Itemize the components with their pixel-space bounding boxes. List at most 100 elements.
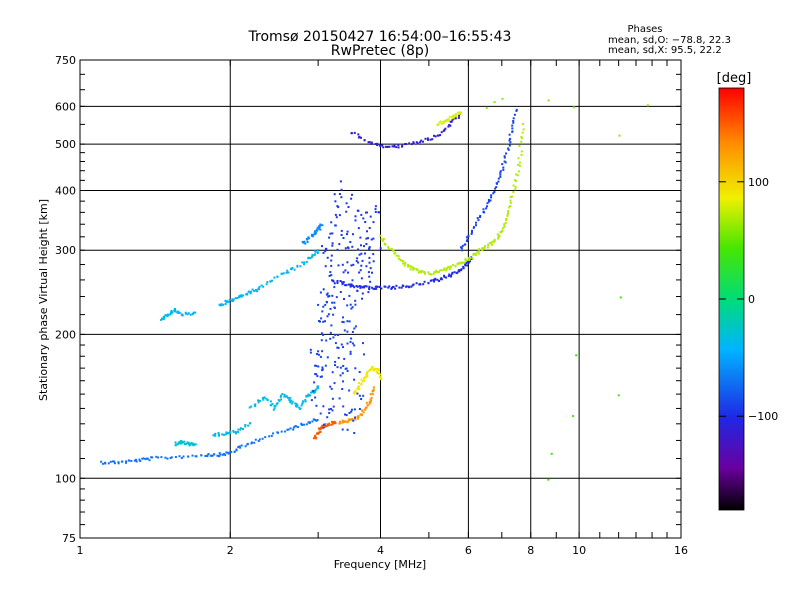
data-point [349,350,352,353]
data-point [324,424,327,427]
data-point [113,460,116,463]
data-point [368,141,371,144]
data-point [329,331,332,334]
data-point [274,405,277,407]
data-point [404,262,407,265]
data-point [354,215,357,218]
data-point [354,367,357,370]
data-point [464,243,467,246]
data-point [376,370,378,373]
data-point [365,243,368,245]
data-point [329,307,332,310]
phases-heading: Phases [627,24,662,35]
data-point [359,286,362,289]
data-point [393,144,396,146]
data-point [182,455,185,458]
data-point [503,156,506,159]
data-point [307,256,310,259]
data-point [348,320,351,323]
data-point [361,409,364,412]
data-point [166,457,169,460]
data-point [312,234,315,237]
data-point [378,376,381,379]
data-point [356,257,359,260]
x-tick-label: 8 [527,544,534,557]
data-point [384,243,387,246]
data-point [312,390,315,393]
axis-ticks: 1 2 4 6 8 10 16 750 600 500 400 300 200 100 75 [55,54,688,557]
data-point [440,278,443,281]
data-point [512,191,515,193]
data-point [363,286,365,289]
data-point [369,393,372,396]
data-point [271,279,273,282]
data-point [180,457,183,459]
data-point [286,428,289,431]
data-point [372,386,375,389]
data-point [410,285,413,288]
data-point [191,454,194,457]
data-point [481,247,484,250]
data-point [371,271,373,274]
data-point [465,259,468,262]
data-point [343,420,346,423]
y-tick-label: 200 [55,328,76,341]
data-point [258,288,260,291]
data-point [395,254,398,257]
data-point [347,246,349,249]
data-point [148,459,151,462]
data-point [508,206,511,209]
data-point [313,253,316,256]
data-point [224,303,227,305]
phases-mean-o: mean, sd,O: −78.8, 22.3 [608,35,731,46]
data-point [514,186,517,189]
data-point [374,211,377,213]
data-point [317,226,320,229]
data-point [331,294,334,297]
data-point [447,266,450,268]
data-point [509,199,512,202]
data-point [283,393,286,396]
data-point [371,366,374,369]
data-point [351,279,354,282]
data-point [338,214,341,217]
data-point [332,336,335,339]
data-point [347,271,349,274]
data-point [439,269,442,272]
x-tick-label: 2 [227,544,234,557]
data-point [352,263,355,266]
data-point [290,267,292,270]
data-point [300,404,303,407]
data-point [618,134,621,137]
data-point [499,175,502,178]
data-point [234,430,237,433]
data-point [248,406,251,409]
data-point [340,188,343,191]
data-point [247,290,250,293]
data-point [346,261,349,264]
data-point [127,459,130,462]
data-point [331,301,334,304]
data-point [348,294,351,297]
data-point [184,443,187,446]
data-point [271,403,274,405]
data-point [250,290,252,293]
data-point [397,144,400,146]
data-point [299,265,302,268]
chart-title: Tromsø 20150427 16:54:00–16:55:43 [248,29,512,45]
data-point [130,460,133,462]
data-point [357,261,360,264]
data-point [360,244,362,247]
data-point [499,170,502,173]
data-point [511,127,514,130]
data-point [256,290,259,293]
data-point [171,311,174,314]
data-point [342,380,344,383]
data-point [313,435,316,438]
data-point [264,436,267,439]
data-point [378,285,381,288]
data-point [357,417,359,420]
data-point [379,247,382,250]
data-point [262,285,265,288]
data-point [490,242,493,245]
